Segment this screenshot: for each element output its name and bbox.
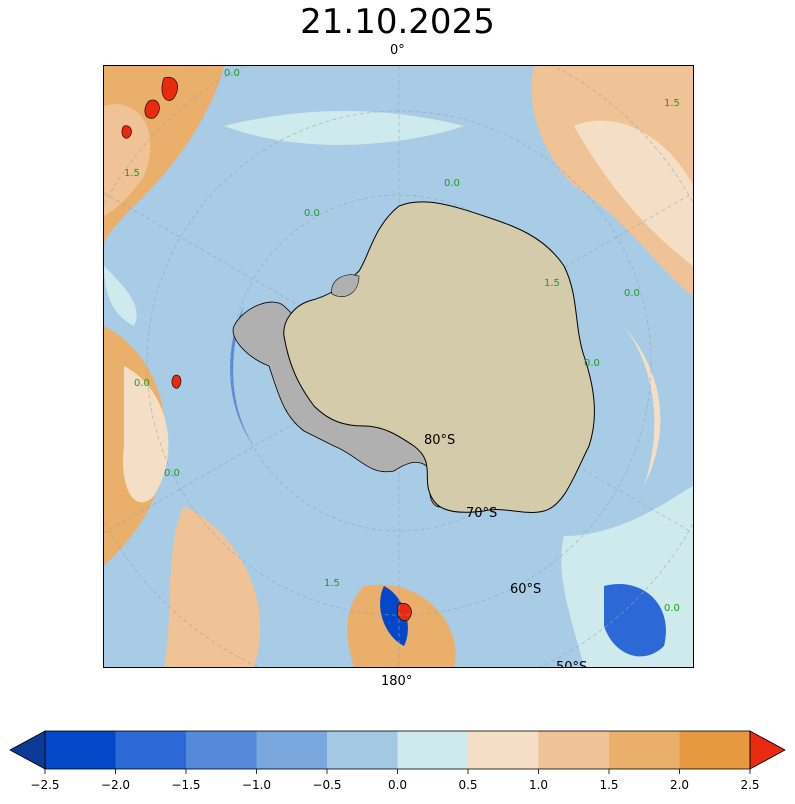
colorbar-tick-label: 0.0: [387, 778, 408, 792]
colorbar: [9, 730, 786, 774]
colorbar-segments: [45, 731, 751, 769]
lat-label-60: 60°S: [510, 582, 541, 597]
antarctica: [232, 201, 595, 513]
colorbar-segment: [256, 731, 328, 769]
lat-label-50: 50°S: [556, 660, 587, 667]
colorbar-tick-label: 0.5: [458, 778, 478, 792]
longitude-label-180: 180°: [381, 674, 413, 689]
colorbar-segment: [679, 731, 751, 769]
colorbar-segment: [327, 731, 398, 769]
contour-label: 0.0: [444, 178, 460, 189]
anomaly-patches: [104, 66, 693, 667]
colorbar-under-arrow: [9, 730, 46, 770]
contour-label: 0.0: [664, 603, 680, 614]
polar-map: 0.0 1.5 0.0 1.5 0.0 0.0 0.0 1.5 0.0 0.0 …: [103, 65, 694, 668]
lat-label-70: 70°S: [466, 506, 497, 521]
colorbar-tick-label: 2.0: [669, 778, 690, 792]
colorbar-segment: [609, 731, 680, 769]
contour-label: 1.5: [544, 278, 560, 289]
contour-label: 0.0: [224, 68, 240, 79]
colorbar-tick-label: 2.5: [740, 778, 760, 792]
colorbar-tick-label: −2.0: [100, 778, 131, 792]
colorbar-segment: [45, 731, 116, 769]
contour-label: 0.0: [134, 378, 150, 389]
colorbar-segment: [397, 731, 469, 769]
contour-label: 0.0: [624, 288, 640, 299]
contour-label: 1.5: [324, 578, 340, 589]
colorbar-tick-label: 1.0: [528, 778, 549, 792]
colorbar-segment: [186, 731, 257, 769]
map-svg: 0.0 1.5 0.0 1.5 0.0 0.0 0.0 1.5 0.0 0.0 …: [104, 66, 693, 667]
contour-label: 1.5: [664, 98, 680, 109]
colorbar-ticks: [44, 769, 751, 774]
contour-label: 0.0: [584, 358, 600, 369]
contour-label: 1.5: [124, 168, 140, 179]
colorbar-segment: [115, 731, 187, 769]
extreme-anomaly-spots: [121, 76, 412, 622]
contour-label: 0.0: [304, 208, 320, 219]
lat-label-80: 80°S: [424, 433, 455, 448]
colorbar-tick-label: −1.5: [171, 778, 201, 792]
latitude-labels: 80°S 70°S 60°S 50°S: [424, 433, 587, 667]
colorbar-segment: [468, 731, 539, 769]
longitude-label-0: 0°: [390, 43, 405, 58]
colorbar-tick-label: −0.5: [312, 778, 342, 792]
contour-labels: 0.0 1.5 0.0 1.5 0.0 0.0 0.0 1.5 0.0 0.0 …: [124, 68, 680, 614]
colorbar-tick-label: −1.0: [241, 778, 272, 792]
contour-label: 0.0: [164, 468, 180, 479]
colorbar-over-arrow: [749, 730, 786, 770]
colorbar-tick-label: −2.5: [30, 778, 60, 792]
colorbar-tick-label: 1.5: [599, 778, 619, 792]
colorbar-segment: [538, 731, 610, 769]
map-title: 21.10.2025: [300, 2, 495, 42]
